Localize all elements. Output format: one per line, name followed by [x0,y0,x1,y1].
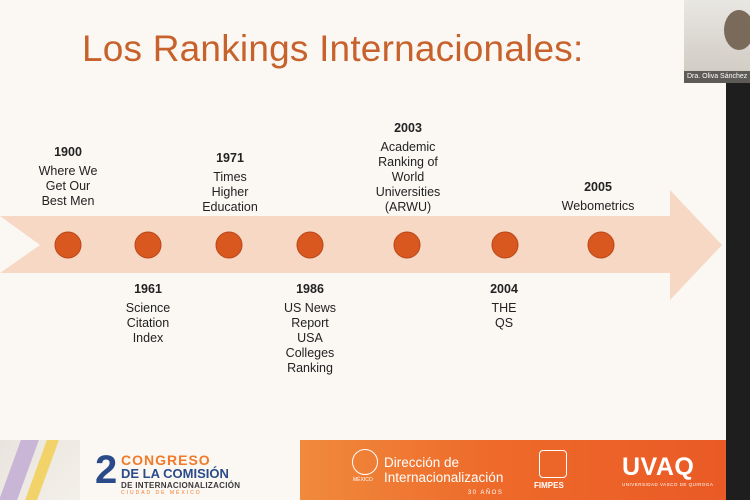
event-year: 1971 [216,151,244,165]
event-1971: 1971 Times Higher Education [175,151,285,215]
timeline-dot-5 [393,231,421,259]
timeline-dot-1 [54,231,82,259]
event-label: Times Higher Education [202,170,258,214]
slide-title: Los Rankings Internacionales: [82,28,584,69]
event-label: US News Report USA Colleges Ranking [283,301,337,375]
congreso-line2: DE LA COMISIÓN [121,466,229,481]
congreso-number: 2 [95,448,118,492]
timeline-dots [54,231,615,259]
congreso-line1: CONGRESO [121,452,211,468]
direccion-sub: 30 AÑOS [467,490,504,496]
participant-name: Dra. Oliva Sánchez [684,71,750,83]
congreso-line3: DE INTERNACIONALIZACIÓN [121,481,241,490]
event-year: 2003 [394,121,422,135]
participant-video [724,10,750,50]
direccion-logo: Dirección de Internacionalización 30 AÑO… [384,455,503,500]
congreso-line4: CIUDAD DE MÉXICO [121,490,202,496]
timeline-dot-2 [134,231,162,259]
event-label: THE QS [491,301,517,330]
event-year: 2004 [490,282,518,296]
event-2003: 2003 Academic Ranking of World Universit… [353,121,463,215]
event-2005: 2005 Webometrics [543,180,653,214]
event-label: Science Citation Index [125,301,171,345]
timeline-dot-6 [491,231,519,259]
uvaq-logo: UVAQ [622,453,695,481]
event-1986: 1986 US News Report USA Colleges Ranking [255,282,365,376]
timeline-dot-4 [296,231,324,259]
timeline-arrow [0,190,722,300]
webcam-thumbnail[interactable]: Dra. Oliva Sánchez [684,0,750,83]
uvaq-subtitle: UNIVERSIDAD VASCO DE QUIROGA [622,482,714,487]
event-year: 1961 [134,282,162,296]
event-1961: 1961 Science Citation Index [93,282,203,346]
timeline-dot-3 [215,231,243,259]
fimpes-flower-icon [539,450,567,478]
arrow-shape [0,190,722,300]
event-label: Academic Ranking of World Universities (… [375,140,441,214]
mexico-seal-icon [352,449,378,475]
event-label: Where We Get Our Best Men [38,164,98,208]
timeline-dot-7 [587,231,615,259]
event-year: 2005 [584,180,612,194]
event-1900: 1900 Where We Get Our Best Men [13,145,123,209]
event-year: 1900 [54,145,82,159]
footer-banner: 2 CONGRESO DE LA COMISIÓN DE INTERNACION… [0,440,726,500]
mexico-label: MÉXICO [353,477,373,483]
congreso-logo: 2 CONGRESO DE LA COMISIÓN DE INTERNACION… [95,448,245,496]
event-2004: 2004 THE QS [449,282,559,331]
event-label: Webometrics [561,199,635,213]
presentation-slide: Los Rankings Internacionales: 1900 Where… [0,0,726,500]
direccion-line2: Internacionalización [384,470,504,485]
direccion-line1: Dirección de [384,455,460,470]
fimpes-label: FIMPES [534,481,564,490]
event-year: 1986 [296,282,324,296]
